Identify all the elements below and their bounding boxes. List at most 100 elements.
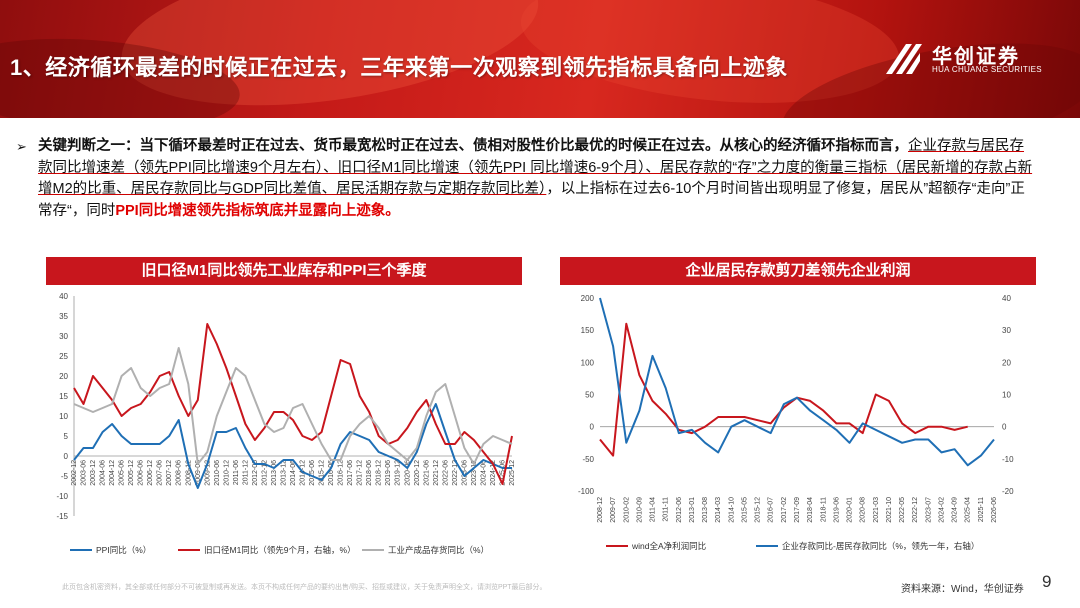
chart2-x-tick-label: 2011-11 — [663, 497, 670, 522]
chart1-series-line-0 — [73, 403, 512, 489]
chart1-x-tick-label: 2005-06 — [119, 460, 126, 486]
company-logo: 华创证券 HUA CHUANG SECURITIES — [880, 36, 1070, 80]
chart1-x-tick-label: 2016-12 — [338, 460, 345, 486]
chart2-y-left-tick-label: 200 — [581, 294, 595, 303]
logo-subtitle: HUA CHUANG SECURITIES — [932, 65, 1042, 74]
chart1-x-tick-label: 2021-06 — [423, 460, 430, 486]
chart2-y-right-tick-label: 30 — [1002, 326, 1011, 335]
para-part-2: 企业存款与居民存款同比增速差（领先PPI同比增速9个月左右）、旧口径M1同比增速… — [38, 138, 1033, 197]
chart1-x-tick-label: 2021-12 — [433, 460, 440, 486]
chart1-x-tick-label: 2007-12 — [166, 460, 173, 486]
chart1-y-tick-label: -5 — [61, 472, 69, 481]
chart2-x-tick-label: 2021-10 — [886, 497, 893, 523]
chart1-x-tick-label: 2013-12 — [280, 460, 287, 486]
chart1-x-tick-label: 2015-06 — [309, 460, 316, 486]
chart2-x-tick-label: 2022-05 — [899, 497, 906, 523]
chart2-series-line-0 — [599, 322, 968, 457]
disclaimer: 此页包含机密资料，其全部或任何部分不可被复制或再发送。本页不构成任何产品的要约出… — [62, 584, 547, 591]
chart1-x-tick-label: 2019-06 — [385, 460, 392, 486]
chart1-y-tick-label: 40 — [59, 292, 68, 301]
page-title: 1、经济循环最差的时候正在过去，三年来第一次观察到领先指标具备向上迹象 — [10, 55, 788, 80]
chart2-x-tick-label: 2014-03 — [715, 497, 722, 523]
chart2-y-right-tick-label: 0 — [1002, 423, 1007, 432]
chart1-y-tick-label: 25 — [59, 352, 68, 361]
chart2-svg: -100-50050100150200-20-100102030402008-1… — [578, 294, 1014, 551]
chart1-x-tick-label: 2007-06 — [157, 460, 164, 486]
chart1-x-tick-label: 2010-06 — [214, 460, 221, 486]
chart1-x-tick-label: 2024-06 — [480, 460, 487, 486]
chart2-x-tick-label: 2019-06 — [833, 497, 840, 523]
chart1-y-tick-label: 15 — [59, 392, 68, 401]
chart1-x-tick-label: 2023-12 — [471, 460, 478, 486]
chart1-x-tick-label: 2023-06 — [461, 460, 468, 486]
chart1-x-tick-label: 2003-12 — [90, 460, 97, 486]
page-number: 9 — [1042, 572, 1052, 591]
chart2-x-tick-label: 2024-09 — [952, 497, 959, 523]
data-source: 资料来源：Wind，华创证券 — [901, 584, 1024, 595]
logo-name: 华创证券 — [932, 46, 1020, 68]
chart2-legend-label-1: 企业存款同比-居民存款同比（%，领先一年，右轴） — [782, 541, 979, 551]
chart1-x-tick-label: 2024-12 — [490, 460, 497, 486]
key-judgement-paragraph: ➢ 关键判断之一：当下循环最差时正在过去、货币最宽松时正在过去、债相对股性价比最… — [16, 136, 1038, 222]
chart2-x-tick-label: 2015-05 — [741, 497, 748, 523]
chart1-y-tick-label: -10 — [56, 492, 68, 501]
chart1-x-tick-label: 2008-06 — [176, 460, 183, 486]
chart1-x-tick-label: 2022-06 — [442, 460, 449, 486]
chart1-title: 旧口径M1同比领先工业库存和PPI三个季度 — [46, 257, 522, 285]
chart1-x-tick-label: 2006-06 — [138, 460, 145, 486]
chart1-x-tick-label: 2002-12 — [71, 460, 78, 486]
chart1-x-tick-label: 2025-06 — [499, 460, 506, 486]
chart1-series-line-2 — [73, 347, 513, 465]
chart1-x-tick-label: 2011-06 — [233, 460, 240, 485]
chart2-x-tick-label: 2014-10 — [728, 497, 735, 523]
para-part-3: ，以上指标在过去6-10个月时间皆出现明显了修复，居民从”超额存“走向”正常存“… — [38, 181, 1025, 219]
chart1-x-tick-label: 2008-12 — [185, 460, 192, 486]
chart1-legend-label-2: 工业产成品存货同比（%） — [388, 545, 489, 555]
chart1-x-tick-label: 2009-06 — [195, 460, 202, 486]
chart2-x-tick-label: 2009-07 — [610, 497, 617, 523]
header-banner: 1、经济循环最差的时候正在过去，三年来第一次观察到领先指标具备向上迹象 华创证券… — [0, 0, 1080, 118]
chart2-y-right-tick-label: 40 — [1002, 294, 1011, 303]
chart2-y-left-tick-label: -50 — [582, 455, 594, 464]
chart1-legend-label-1: 旧口径M1同比（领先9个月，右轴，%） — [204, 545, 356, 555]
chart1-y-tick-label: 10 — [59, 412, 68, 421]
chart2-series-line-1 — [599, 297, 995, 467]
chart2-x-tick-label: 2012-06 — [676, 497, 683, 523]
chart1-x-tick-label: 2018-12 — [376, 460, 383, 486]
chart1-x-tick-label: 2020-06 — [404, 460, 411, 486]
chart2-x-tick-label: 2018-11 — [820, 497, 827, 522]
chart1-x-tick-label: 2016-06 — [328, 460, 335, 486]
chart2-x-tick-label: 2015-12 — [755, 497, 762, 523]
chart2-y-right-tick-label: 20 — [1002, 358, 1011, 367]
chart2-x-tick-label: 2023-07 — [925, 497, 932, 523]
chart1-x-tick-label: 2013-06 — [271, 460, 278, 486]
chart1-x-tick-label: 2020-12 — [414, 460, 421, 486]
chart2-y-right-tick-label: 10 — [1002, 391, 1011, 400]
chart2-y-left-tick-label: 0 — [590, 423, 595, 432]
chart1-x-tick-label: 2010-12 — [223, 460, 230, 486]
chart1-x-tick-label: 2017-12 — [357, 460, 364, 486]
arrow-bullet-icon: ➢ — [16, 139, 27, 154]
chart2-x-tick-label: 2010-09 — [636, 497, 643, 523]
chart2-y-left-tick-label: 50 — [585, 391, 594, 400]
chart1-x-tick-label: 2012-12 — [261, 460, 268, 486]
chart2-y-left-tick-label: 100 — [581, 358, 595, 367]
chart1-legend-label-0: PPI同比（%） — [96, 545, 151, 555]
chart2-x-tick-label: 2011-04 — [650, 497, 657, 522]
chart1-y-tick-label: -15 — [56, 512, 68, 521]
chart1-y-tick-label: 0 — [64, 452, 69, 461]
chart2-y-right-tick-label: -20 — [1002, 487, 1014, 496]
chart2-x-tick-label: 2020-08 — [860, 497, 867, 523]
chart2-x-tick-label: 2018-04 — [807, 497, 814, 523]
chart2-x-tick-label: 2013-08 — [702, 497, 709, 523]
para-part-1: 关键判断之一：当下循环最差时正在过去、货币最宽松时正在过去、债相对股性价比最优的… — [38, 138, 908, 154]
chart1-x-tick-label: 2004-12 — [109, 460, 116, 486]
chart2-x-tick-label: 2013-01 — [689, 497, 696, 523]
chart1-x-tick-label: 2014-06 — [290, 460, 297, 486]
chart2-y-left-tick-label: -100 — [578, 487, 595, 496]
chart1-y-tick-label: 5 — [64, 432, 69, 441]
chart2-x-tick-label: 2016-07 — [768, 497, 775, 523]
chart1-y-tick-label: 35 — [59, 312, 68, 321]
chart1-x-tick-label: 2011-12 — [242, 460, 249, 485]
